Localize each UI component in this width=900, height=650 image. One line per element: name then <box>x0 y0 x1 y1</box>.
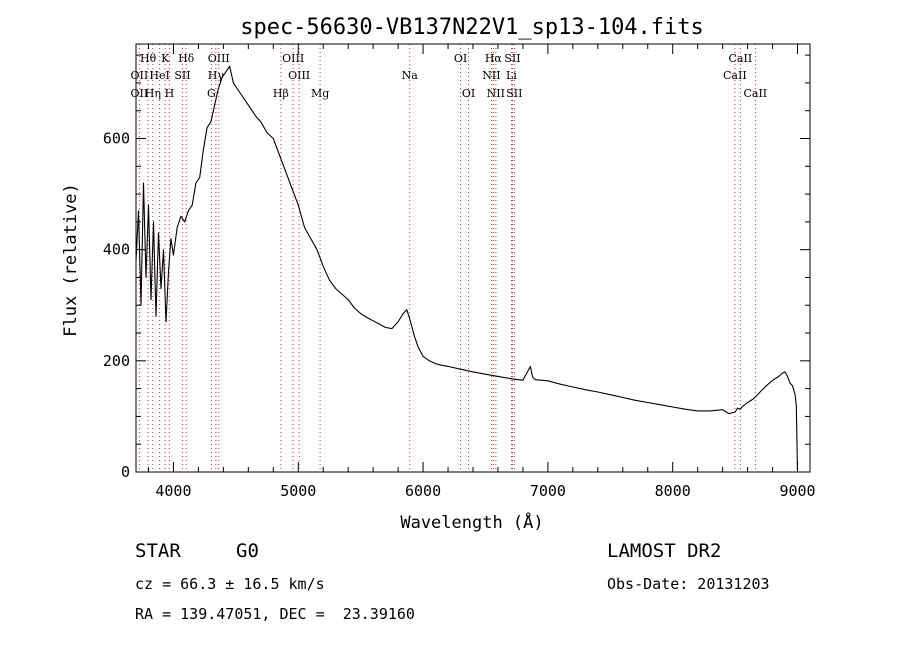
emission-line-markers <box>138 44 756 472</box>
spectrum-chart: OII OII Hθ Hη HeI K SII H Hδ OIII Hγ G OIII OIII Hβ Mg N… <box>61 15 816 533</box>
object-subclass: G0 <box>236 540 259 562</box>
spectrum-line <box>135 65 799 473</box>
marker-label: CaII <box>743 87 767 100</box>
y-tick-label: 0 <box>121 463 130 481</box>
marker-label: Na <box>402 69 419 82</box>
y-tick-label: 400 <box>103 241 130 259</box>
x-tick-label: 5000 <box>280 482 316 500</box>
marker-label: H <box>165 87 175 100</box>
chart-title: spec-56630-VB137N22V1_sp13-104.fits <box>240 15 704 40</box>
marker-label: Hδ <box>178 52 195 65</box>
marker-label: NII <box>487 87 505 100</box>
x-tick-label: 6000 <box>405 482 441 500</box>
x-tick-label: 9000 <box>779 482 815 500</box>
marker-label: OIII <box>282 52 304 65</box>
y-axis-label: Flux (relative) <box>61 183 81 337</box>
plot-frame <box>135 43 811 473</box>
survey-name: LAMOST DR2 <box>607 540 722 562</box>
x-tick-label: 8000 <box>655 482 691 500</box>
marker-label: SII <box>506 87 522 100</box>
redshift-cz: cz = 66.3 ± 16.5 km/s <box>135 575 325 593</box>
marker-label: HeI <box>149 69 169 82</box>
observation-date: Obs-Date: 20131203 <box>607 575 770 593</box>
y-tick-label: 600 <box>103 129 130 147</box>
x-axis-label: Wavelength (Å) <box>400 511 543 533</box>
marker-label: Hη <box>145 87 161 100</box>
y-tick-label: 200 <box>103 352 130 370</box>
marker-label: NII <box>482 69 500 82</box>
marker-label: OII <box>131 87 149 100</box>
marker-label: Hβ <box>273 87 289 100</box>
x-tick-label: 4000 <box>155 482 191 500</box>
marker-label: Hγ <box>208 69 225 82</box>
ra-dec-coordinates: RA = 139.47051, DEC = 23.39160 <box>135 605 415 623</box>
x-tick-label: 7000 <box>530 482 566 500</box>
marker-label: K <box>161 52 170 65</box>
marker-label: OI <box>462 87 475 100</box>
object-class: STAR <box>135 540 181 562</box>
marker-label: CaII <box>729 52 753 65</box>
marker-label: SII <box>504 52 520 65</box>
marker-label: OIII <box>288 69 310 82</box>
emission-line-labels: OII OII Hθ Hη HeI K SII H Hδ OIII Hγ G OIII OIII Hβ Mg N… <box>131 52 768 100</box>
chart-axes <box>135 43 811 473</box>
marker-label: Hα <box>485 52 503 65</box>
axis-ticks: 4000 5000 6000 7000 8000 9000 0 200 400 600 <box>103 44 816 500</box>
marker-label: CaII <box>723 69 747 82</box>
marker-label: Hθ <box>140 52 157 65</box>
marker-label: Li <box>506 69 517 82</box>
marker-label: G <box>207 87 216 100</box>
marker-label: OI <box>454 52 467 65</box>
marker-label: OIII <box>208 52 230 65</box>
marker-label: Mg <box>311 87 329 100</box>
marker-label: SII <box>174 69 190 82</box>
spectrum-series <box>135 65 799 473</box>
marker-label: OII <box>131 69 149 82</box>
